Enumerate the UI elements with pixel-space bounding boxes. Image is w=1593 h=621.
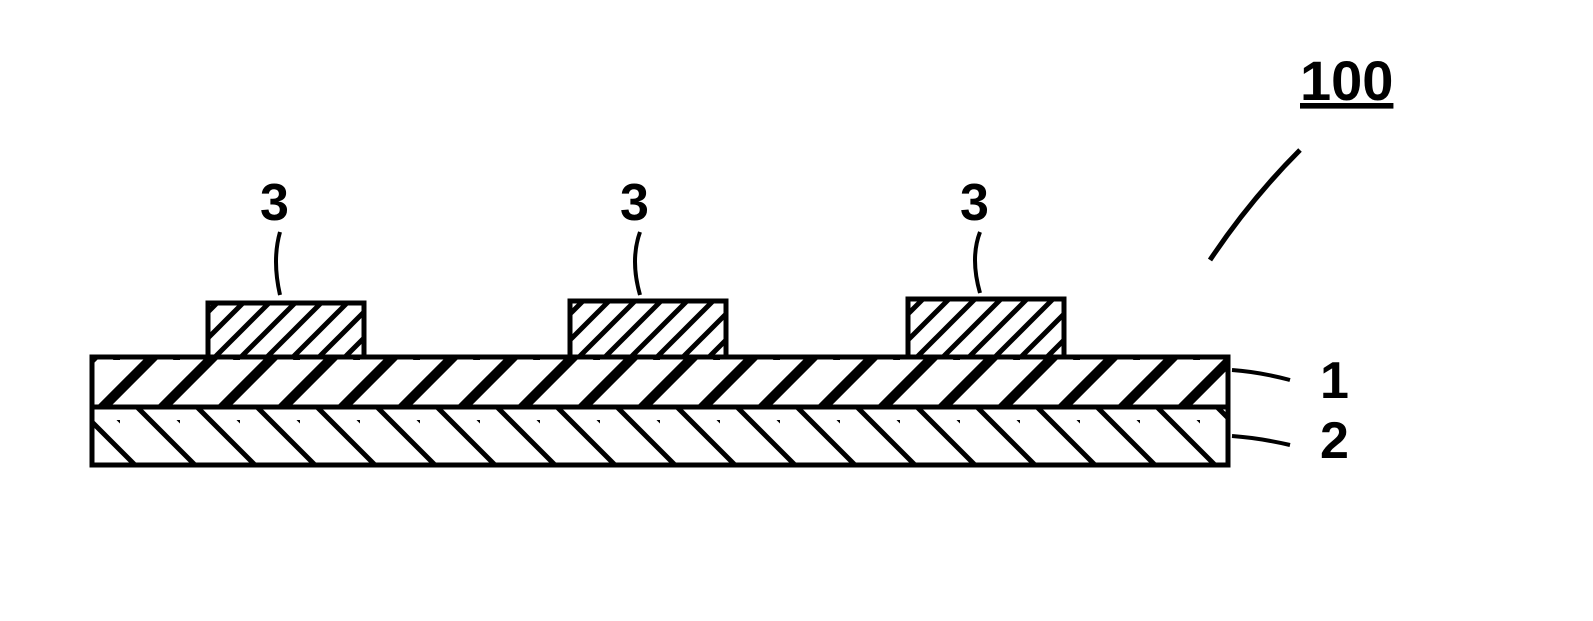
cross-section-diagram: 100 1 2 3 3 3 [0,0,1593,621]
block-3-c-leader [975,232,980,293]
block-3-b-label: 3 [620,174,649,232]
layer-1 [92,357,1228,407]
layer-1-label: 1 [1320,352,1349,410]
block-3-b [570,301,726,357]
block-3-a [208,303,364,357]
diagram-container: 100 1 2 3 3 3 [0,0,1593,621]
layer-2-leader [1232,436,1290,445]
assembly-leader [1210,150,1300,260]
block-3-a-leader [276,232,280,295]
layer-1-leader [1232,370,1290,380]
block-3-b-leader [635,232,640,295]
block-3-c [908,299,1064,357]
layer-2-label: 2 [1320,412,1349,470]
layer-2 [92,407,1228,465]
block-3-c-label: 3 [960,174,989,232]
assembly-label: 100 [1300,49,1393,112]
block-3-a-label: 3 [260,174,289,232]
